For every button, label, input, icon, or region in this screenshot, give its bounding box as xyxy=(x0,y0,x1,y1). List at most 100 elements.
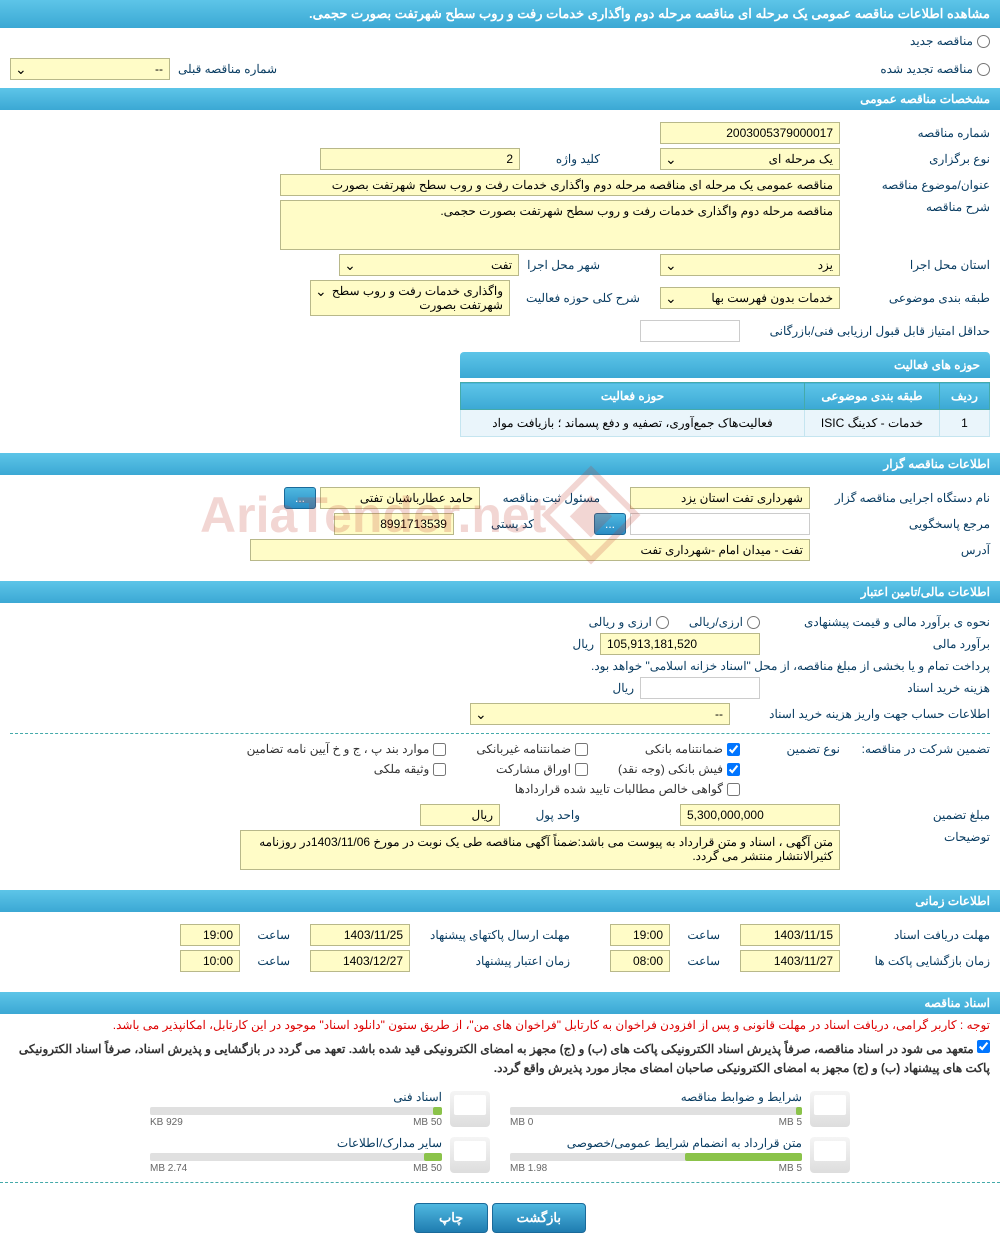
gtype-label: نوع تضمین xyxy=(760,742,840,756)
cb-bank-guarantee[interactable]: ضمانتنامه بانکی xyxy=(618,742,740,756)
file-name: متن قرارداد به انضمام شرایط عمومی/خصوصی xyxy=(510,1136,802,1150)
unit-field: ریال xyxy=(420,804,500,826)
section-timing: اطلاعات زمانی xyxy=(0,890,1000,912)
org-label: نام دستگاه اجرایی مناقصه گزار xyxy=(810,491,990,505)
responder-more-button[interactable]: ... xyxy=(594,513,626,535)
postal-field: 8991713539 xyxy=(334,513,454,535)
col-scope: حوزه فعالیت xyxy=(461,383,805,410)
recv-label: مهلت دریافت اسناد xyxy=(840,928,990,942)
participation-label: تضمین شرکت در مناقصه: xyxy=(840,742,990,756)
currency-label: ریال xyxy=(572,637,594,651)
payment-note: پرداخت تمام و یا بخشی از مبلغ مناقصه، از… xyxy=(591,659,990,673)
table-row: 1 خدمات - کدینگ ISIC فعالیت‌هاک جمع‌آوری… xyxy=(461,410,990,437)
cb-cert[interactable]: گواهی خالص مطالبات تایید شده قراردادها xyxy=(476,782,740,796)
prev-tender-select[interactable]: -- xyxy=(10,58,170,80)
divider xyxy=(0,1182,1000,1183)
recv-date: 1403/11/15 xyxy=(740,924,840,946)
registrar-label: مسئول ثبت مناقصه xyxy=(480,491,600,505)
province-select[interactable]: یزد xyxy=(660,254,840,276)
type-select[interactable]: یک مرحله ای xyxy=(660,148,840,170)
folder-icon xyxy=(450,1137,490,1173)
validity-date: 1403/12/27 xyxy=(310,950,410,972)
time-label2: ساعت xyxy=(240,928,290,942)
province-label: استان محل اجرا xyxy=(840,258,990,272)
file-f1[interactable]: شرایط و ضوابط مناقصه 5 MB0 MB xyxy=(510,1090,850,1128)
docs-info: متعهد می شود در اسناد مناقصه، صرفاً پذیر… xyxy=(19,1042,990,1075)
more-button[interactable]: ... xyxy=(284,487,316,509)
section-organizer: اطلاعات مناقصه گزار xyxy=(0,453,1000,475)
doccost-field[interactable] xyxy=(640,677,760,699)
validity-label: زمان اعتبار پیشنهاد xyxy=(410,954,570,968)
address-label: آدرس xyxy=(810,543,990,557)
send-time: 19:00 xyxy=(180,924,240,946)
cb-cash[interactable]: فیش بانکی (وجه نقد) xyxy=(618,762,740,776)
prev-tender-label: شماره مناقصه قبلی xyxy=(170,62,277,76)
time-label4: ساعت xyxy=(240,954,290,968)
print-button[interactable]: چاپ xyxy=(414,1203,488,1233)
col-row: ردیف xyxy=(940,383,990,410)
radio-renewed-tender[interactable]: مناقصه تجدید شده xyxy=(880,62,990,76)
org-field: شهرداری تفت استان یزد xyxy=(630,487,810,509)
subject-label: عنوان/موضوع مناقصه xyxy=(840,178,990,192)
docs-warning: توجه : کاربر گرامی، دریافت اسناد در مهلت… xyxy=(0,1014,1000,1036)
gamount-field: 5,300,000,000 xyxy=(680,804,840,826)
radio-fx[interactable]: ارزی/ریالی xyxy=(689,615,760,629)
file-f3[interactable]: متن قرارداد به انضمام شرایط عمومی/خصوصی … xyxy=(510,1136,850,1174)
folder-icon xyxy=(810,1137,850,1173)
open-time: 08:00 xyxy=(610,950,670,972)
file-name: اسناد فنی xyxy=(150,1090,442,1104)
back-button[interactable]: بازگشت xyxy=(492,1203,586,1233)
desc-field[interactable]: مناقصه مرحله دوم واگذاری خدمات رفت و روب… xyxy=(280,200,840,250)
cb-nonbank[interactable]: ضمانتنامه غیربانکی xyxy=(476,742,588,756)
estimate-label: برآورد مالی xyxy=(760,637,990,651)
cb-bylaw[interactable]: موارد بند پ ، ج و خ آیین نامه تضامین xyxy=(247,742,447,756)
keyword-label: کلید واژه xyxy=(520,152,600,166)
notes-field[interactable]: متن آگهی ، اسناد و متن قرارداد به پیوست … xyxy=(240,830,840,870)
gamount-label: مبلغ تضمین xyxy=(840,808,990,822)
responder-label: مرجع پاسخگویی xyxy=(810,517,990,531)
open-label: زمان بازگشایی پاکت ها xyxy=(840,954,990,968)
radio-new-tender[interactable]: مناقصه جدید xyxy=(910,34,990,48)
file-name: شرایط و ضوابط مناقصه xyxy=(510,1090,802,1104)
responder-field[interactable] xyxy=(630,513,810,535)
activity-table-title: حوزه های فعالیت xyxy=(460,352,990,378)
tender-no-label: شماره مناقصه xyxy=(840,126,990,140)
city-label: شهر محل اجرا xyxy=(519,258,600,272)
commit-checkbox[interactable] xyxy=(977,1040,990,1053)
keyword-field[interactable]: 2 xyxy=(320,148,520,170)
activity-table: ردیف طبقه بندی موضوعی حوزه فعالیت 1 خدما… xyxy=(460,382,990,437)
file-f2[interactable]: اسناد فنی 50 MB929 KB xyxy=(150,1090,490,1128)
postal-label: کد پستی xyxy=(454,517,534,531)
recv-time: 19:00 xyxy=(610,924,670,946)
page-title: مشاهده اطلاعات مناقصه عمومی یک مرحله ای … xyxy=(0,0,1000,28)
minscore-label: حداقل امتیاز قابل قبول ارزیابی فنی/بازرگ… xyxy=(740,324,990,338)
category-select[interactable]: خدمات بدون فهرست بها xyxy=(660,287,840,309)
type-label: نوع برگزاری xyxy=(840,152,990,166)
estimate-field: 105,913,181,520 xyxy=(600,633,760,655)
address-field: تفت - میدان امام -شهرداری تفت xyxy=(250,539,810,561)
folder-icon xyxy=(450,1091,490,1127)
scope-select[interactable]: واگذاری خدمات رفت و روب سطح شهرتفت بصورت xyxy=(310,280,510,316)
minscore-field[interactable] xyxy=(640,320,740,342)
doccost-label: هزینه خرید اسناد xyxy=(760,681,990,695)
notes-label: توضیحات xyxy=(840,830,990,844)
file-f4[interactable]: سایر مدارک/اطلاعات 50 MB2.74 MB xyxy=(150,1136,490,1174)
cb-securities[interactable]: اوراق مشارکت xyxy=(476,762,588,776)
divider xyxy=(10,733,990,734)
col-cat: طبقه بندی موضوعی xyxy=(805,383,940,410)
send-label: مهلت ارسال پاکتهای پیشنهاد xyxy=(410,928,570,942)
registrar-field: حامد عطارباشیان تفتی xyxy=(320,487,480,509)
desc-label: شرح مناقصه xyxy=(840,200,990,214)
account-select[interactable]: -- xyxy=(470,703,730,725)
time-label1: ساعت xyxy=(670,928,720,942)
validity-time: 10:00 xyxy=(180,950,240,972)
radio-rial[interactable]: ارزی و ریالی xyxy=(589,615,669,629)
send-date: 1403/11/25 xyxy=(310,924,410,946)
city-select[interactable]: تفت xyxy=(339,254,519,276)
currency-label2: ریال xyxy=(612,681,634,695)
cb-deed[interactable]: وثیقه ملکی xyxy=(247,762,447,776)
subject-field[interactable]: مناقصه عمومی یک مرحله ای مناقصه مرحله دو… xyxy=(280,174,840,196)
section-finance: اطلاعات مالی/تامین اعتبار xyxy=(0,581,1000,603)
open-date: 1403/11/27 xyxy=(740,950,840,972)
unit-label: واحد پول xyxy=(500,808,580,822)
